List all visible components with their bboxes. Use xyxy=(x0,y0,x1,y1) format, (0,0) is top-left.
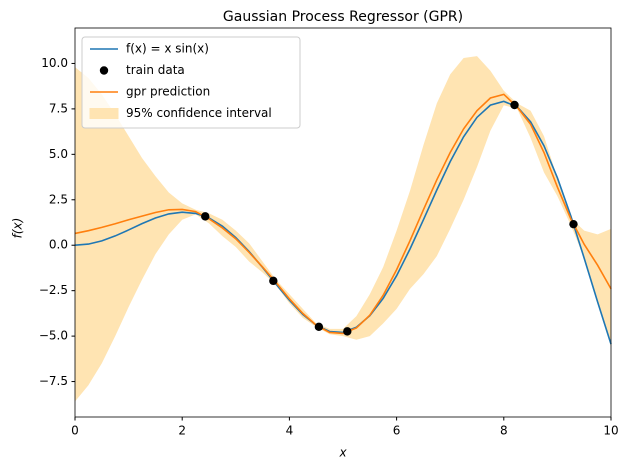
point xyxy=(569,219,578,229)
legend-swatch xyxy=(89,108,119,119)
y-tick-label: −5.0 xyxy=(39,329,68,343)
chart-title: Gaussian Process Regressor (GPR) xyxy=(223,9,463,25)
y-tick-label: −2.5 xyxy=(39,283,68,297)
y-tick-label: −7.5 xyxy=(39,374,68,388)
legend: f(x) = x sin(x) train data gpr prediction 9… xyxy=(81,36,301,129)
x-axis-label: x xyxy=(338,446,347,460)
point xyxy=(510,100,519,110)
x-tick-label: 0 xyxy=(71,424,79,438)
point xyxy=(343,327,352,336)
x-tick-label: 4 xyxy=(286,424,294,438)
y-tick-label: 2.5 xyxy=(49,192,68,206)
y-axis-label: f(x) xyxy=(11,218,25,239)
legend-label: gpr prediction xyxy=(126,85,210,99)
x-tick-label: 2 xyxy=(178,424,186,438)
y-tick-label: 5.0 xyxy=(49,147,68,161)
confidence-band xyxy=(75,56,611,402)
legend-label: 95% confidence interval xyxy=(126,106,272,120)
point xyxy=(201,212,210,221)
legend-box xyxy=(81,36,301,129)
legend-label: train data xyxy=(126,63,185,77)
axes-frame xyxy=(74,27,612,418)
legend-label: f(x) = x sin(x) xyxy=(126,42,209,56)
x-tick-label: 8 xyxy=(500,424,508,438)
plot-area xyxy=(74,27,612,418)
legend-swatch xyxy=(99,66,109,75)
y-tick-label: 0.0 xyxy=(49,238,68,252)
y-tick-label: 10.0 xyxy=(41,56,68,70)
x-tick-label: 6 xyxy=(393,424,401,438)
point xyxy=(269,276,278,286)
point xyxy=(314,322,324,332)
y-tick-label: 7.5 xyxy=(49,101,68,115)
line xyxy=(74,93,612,335)
x-tick-label: 10 xyxy=(603,424,618,438)
